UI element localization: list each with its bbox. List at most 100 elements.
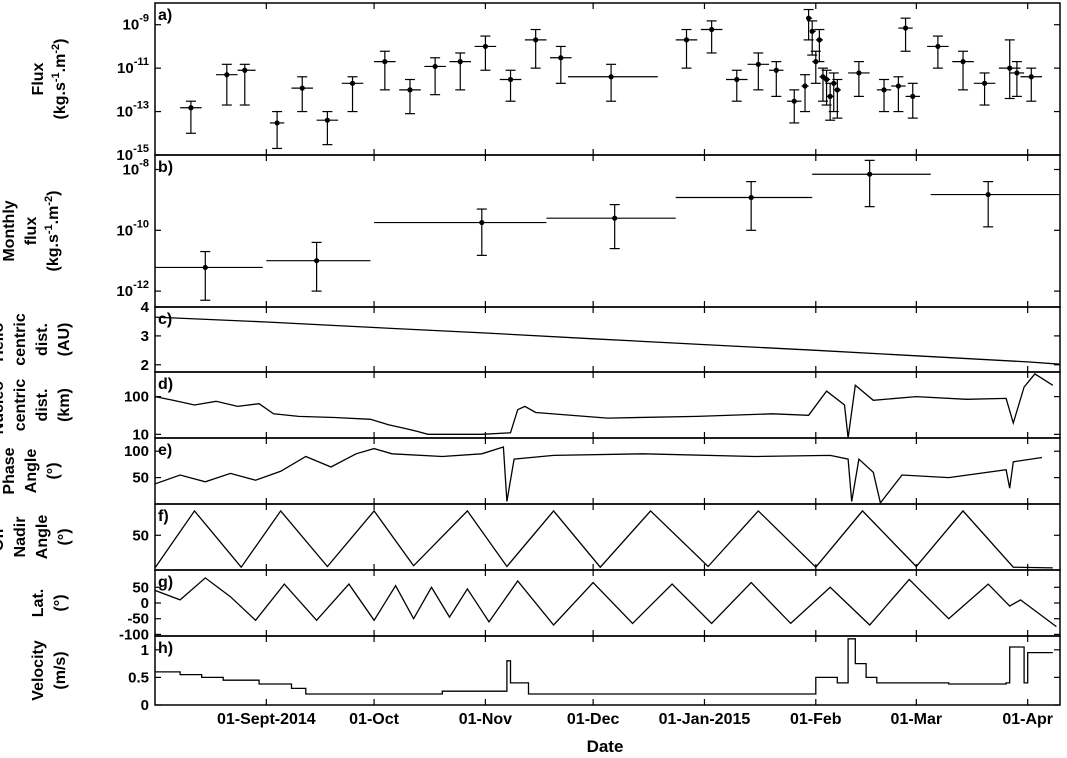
y-tick-label: 50 <box>132 579 149 596</box>
x-tick-label: 01-Nov <box>459 711 512 728</box>
y-axis-label-line: Velocity <box>30 640 47 701</box>
y-tick-label: 0.5 <box>128 669 149 686</box>
panel-frame <box>154 2 1061 156</box>
panel-letter: a) <box>158 7 172 24</box>
marker <box>881 87 887 93</box>
marker <box>960 59 966 65</box>
data-point <box>930 181 1060 228</box>
x-axis: Date 01-Sept-2014 01-Oct 01-Nov 01-Dec 01-Ja… <box>217 711 1053 756</box>
marker <box>820 74 826 80</box>
y-axis-label: Phase Angle (°) <box>1 447 62 494</box>
data-point <box>675 181 813 231</box>
data-point <box>814 28 825 63</box>
panel-letter: d) <box>158 376 173 393</box>
y-tick-label: 10-15 <box>116 143 149 164</box>
marker <box>479 219 485 226</box>
y-axis-label-line: centric <box>12 379 29 432</box>
marker <box>831 80 837 86</box>
data-point <box>449 52 472 91</box>
x-tick-label: 01-Oct <box>349 711 399 728</box>
data-point <box>891 76 906 113</box>
data-point <box>898 17 913 52</box>
data-point <box>155 250 263 301</box>
marker <box>608 74 614 80</box>
x-tick-label: 01-Sept-2014 <box>217 711 316 728</box>
panel-b: b) 10-8 10-10 10-12 Monthly flux(kg.s-1.m-2) <box>1 154 1061 308</box>
y-tick-label: 10-12 <box>116 279 149 300</box>
y-axis-label-line: (m/s) <box>52 651 69 689</box>
data-point <box>800 74 811 113</box>
y-axis-label-line: Lat. <box>30 589 47 617</box>
y-tick-label: 4 <box>141 299 150 316</box>
panel-letter: c) <box>158 311 172 328</box>
y-axis-label: Flux(kg.s-1.m-2) <box>30 39 69 120</box>
marker <box>457 59 463 65</box>
marker <box>274 120 280 126</box>
y-tick-label: 10-11 <box>117 56 149 77</box>
y-tick-label: -50 <box>127 611 149 628</box>
marker <box>802 83 808 89</box>
marker <box>910 93 916 99</box>
data-point <box>700 20 723 54</box>
panel-h: h) 1 0.5 0 Velocity (m/s) <box>30 635 1061 714</box>
marker <box>1007 65 1013 71</box>
y-axis-label-line: Angle <box>34 515 51 560</box>
y-axis-label-line: Flux <box>30 62 47 95</box>
marker <box>856 70 862 76</box>
y-tick-label: 0 <box>141 595 149 612</box>
y-tick-label: 100 <box>124 443 149 460</box>
data-point <box>876 78 892 113</box>
y-tick-label: 10-10 <box>116 218 149 239</box>
y-axis-label-line: Phase <box>1 447 18 494</box>
y-axis-label: Nucleo-centric dist. (km) <box>0 376 73 435</box>
marker <box>981 80 988 86</box>
marker <box>432 63 438 70</box>
y-axis-label-line: dist. <box>34 323 51 356</box>
data-point <box>1009 61 1025 97</box>
y-axis-label-line: flux <box>23 217 40 246</box>
marker <box>1014 70 1020 76</box>
marker <box>533 37 539 43</box>
y-axis-label: Off- Nadir Angle (°) <box>0 515 73 560</box>
data-point <box>266 241 371 292</box>
y-tick-label: 10 <box>132 426 149 443</box>
y-axis-label-line: (°) <box>56 528 73 545</box>
data-point <box>726 69 748 102</box>
data-point <box>812 159 931 208</box>
panel-f: f) 50 Off- Nadir Angle (°) <box>0 503 1061 571</box>
y-tick-label: 0 <box>141 697 149 714</box>
data-point <box>1020 67 1043 102</box>
y-axis-label: Monthly flux(kg.s-1.m-2) <box>1 191 62 272</box>
marker <box>382 59 388 65</box>
marker <box>734 76 740 83</box>
panel-a: a) 10-9 10-11 10-13 10-15 Flux(kg.s-1.m-2) <box>30 2 1061 164</box>
y-axis-label-line: (kg.s-1.m-2) <box>50 39 69 120</box>
y-tick-label: 10-8 <box>123 158 149 179</box>
y-tick-label: 10-9 <box>123 13 149 34</box>
data-point <box>237 63 256 106</box>
marker <box>791 98 797 104</box>
y-axis-label-line: Angle <box>23 449 40 494</box>
data-point <box>474 35 497 71</box>
marker <box>755 61 761 67</box>
marker <box>188 105 194 111</box>
data-point <box>374 50 396 91</box>
y-tick-label: 50 <box>132 527 149 544</box>
marker <box>507 76 514 83</box>
y-axis-label-line: (km) <box>56 388 73 422</box>
y-axis-label-line: Off- <box>0 523 7 551</box>
panel-frame <box>154 437 1061 505</box>
x-tick-label: 01-Mar <box>891 711 943 728</box>
data-point <box>399 78 421 115</box>
data-point <box>567 63 658 102</box>
x-tick-label: 01-Jan-2015 <box>659 711 751 728</box>
data-point <box>269 110 285 150</box>
panel-g: g) 500-50-100 Lat. (°) <box>30 569 1061 643</box>
marker <box>985 191 991 198</box>
marker <box>935 43 941 50</box>
series-line <box>155 638 1053 695</box>
marker <box>314 258 320 264</box>
y-tick-label: 3 <box>141 328 149 345</box>
marker <box>612 215 618 221</box>
